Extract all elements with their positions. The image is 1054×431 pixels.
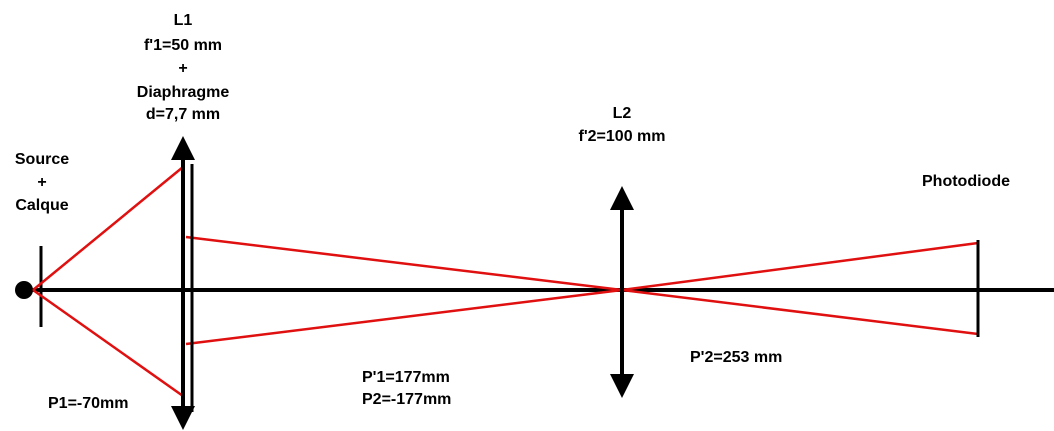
svg-text:L2: L2 (613, 105, 632, 122)
svg-text:f'1=50 mm: f'1=50 mm (144, 37, 222, 54)
svg-text:f'2=100 mm: f'2=100 mm (579, 128, 666, 145)
ray-source-to-l1-bottom (32, 288, 184, 398)
photodiode-label: Photodiode (922, 173, 1010, 190)
l1-label: L1 f'1=50 mm + Diaphragme d=7,7 mm (137, 12, 230, 123)
ray-l2-to-photodiode-top (621, 241, 979, 292)
p2-label: P2=-177mm (362, 391, 451, 408)
lens-l1 (171, 136, 195, 430)
ray-l2-to-photodiode-bottom (621, 288, 979, 336)
source-label: Source + Calque (15, 151, 69, 214)
svg-text:L1: L1 (174, 12, 193, 29)
ray-l1-to-l2-bottom (185, 288, 623, 346)
svg-text:+: + (37, 174, 46, 191)
lens-l2 (610, 186, 634, 398)
svg-text:Diaphragme: Diaphragme (137, 84, 230, 101)
l2-label: L2 f'2=100 mm (579, 105, 666, 145)
svg-text:Calque: Calque (15, 197, 68, 214)
svg-text:Source: Source (15, 151, 69, 168)
ray-l1-to-l2-top (185, 235, 623, 292)
svg-text:d=7,7 mm: d=7,7 mm (146, 106, 220, 123)
p1-prime-label: P'1=177mm (362, 369, 450, 386)
p2-prime-label: P'2=253 mm (690, 349, 782, 366)
p1-label: P1=-70mm (48, 395, 129, 412)
source-point (15, 281, 33, 299)
ray-source-to-l1-top (32, 166, 184, 291)
svg-text:+: + (178, 60, 187, 77)
